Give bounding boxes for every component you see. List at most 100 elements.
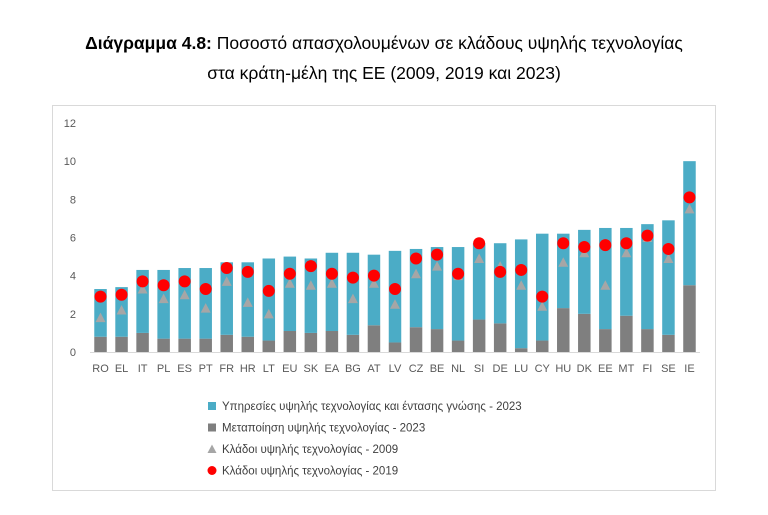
x-tick-label: RO <box>92 363 109 375</box>
bar-services-2023 <box>599 227 612 330</box>
marker-2009 <box>537 301 548 311</box>
marker-2019 <box>115 288 128 301</box>
chart-title-text: Ποσοστό απασχολουμένων σε κλάδους υψηλής… <box>216 33 683 53</box>
marker-2019 <box>683 191 696 204</box>
marker-2019 <box>283 267 296 280</box>
bar-manufacturing-2023 <box>578 313 591 352</box>
bar-services-2023 <box>620 227 633 316</box>
marker-2009 <box>137 284 148 294</box>
marker-2019 <box>578 241 591 254</box>
x-tick-label: FI <box>643 363 653 375</box>
x-tick-label: SK <box>304 363 319 375</box>
bar-services-2023 <box>683 161 696 286</box>
bar-services-2023 <box>304 258 318 333</box>
x-tick-label: PT <box>199 363 213 375</box>
x-tick-label: AT <box>367 363 381 375</box>
marker-2019 <box>620 237 633 250</box>
marker-2009 <box>432 261 443 271</box>
bar-manufacturing-2023 <box>493 323 507 352</box>
y-tick-label: 10 <box>64 156 76 168</box>
marker-2009 <box>242 297 253 307</box>
x-tick-label: SE <box>661 363 676 375</box>
bar-manufacturing-2023 <box>662 334 675 352</box>
x-tick-label: EL <box>115 363 128 375</box>
marker-2019 <box>452 267 465 280</box>
marker-2019 <box>199 283 212 296</box>
bar-services-2023 <box>262 258 276 341</box>
y-tick-label: 4 <box>70 271 76 283</box>
marker-2009 <box>558 257 569 267</box>
marker-2009 <box>263 308 274 319</box>
x-tick-label: MT <box>618 363 634 375</box>
x-tick-label: DE <box>493 363 508 375</box>
bar-services-2023 <box>388 250 402 343</box>
bar-manufacturing-2023 <box>346 334 360 352</box>
marker-2009 <box>411 268 422 279</box>
marker-2019 <box>262 284 275 297</box>
marker-2019 <box>515 263 528 276</box>
marker-2019 <box>325 267 338 280</box>
bar-manufacturing-2023 <box>115 336 128 352</box>
chart-frame <box>52 105 716 491</box>
x-tick-label: EA <box>325 363 340 375</box>
marker-2019 <box>157 279 170 292</box>
x-tick-label: HR <box>240 363 256 375</box>
y-tick-label: 0 <box>70 347 76 359</box>
marker-2019 <box>367 269 380 282</box>
bar-services-2023 <box>557 233 570 309</box>
x-tick-label: EU <box>282 363 297 375</box>
legend-label: Κλάδοι υψηλής τεχνολογίας - 2019 <box>222 466 398 478</box>
marker-2019 <box>641 229 654 242</box>
marker-2009 <box>368 278 379 288</box>
marker-2009 <box>326 278 337 288</box>
x-tick-label: DK <box>577 363 593 375</box>
x-tick-label: HU <box>555 363 571 375</box>
marker-2009 <box>200 303 211 313</box>
bar-manufacturing-2023 <box>220 334 233 352</box>
marker-2009 <box>179 289 190 300</box>
x-tick-label: SI <box>474 363 484 375</box>
marker-2019 <box>410 252 423 265</box>
marker-2009 <box>516 280 527 290</box>
bar-manufacturing-2023 <box>557 308 570 352</box>
bar-manufacturing-2023 <box>199 338 212 352</box>
marker-2019 <box>599 239 612 252</box>
bar-services-2023 <box>409 248 423 328</box>
legend-swatch-manufacturing <box>208 423 216 432</box>
bar-services-2023 <box>283 256 297 332</box>
bar-manufacturing-2023 <box>283 331 297 352</box>
bar-manufacturing-2023 <box>599 329 612 352</box>
marker-2009 <box>95 312 106 323</box>
marker-2009 <box>390 299 400 309</box>
legend-swatch-2009 <box>207 444 217 453</box>
marker-2019 <box>389 283 401 296</box>
bar-services-2023 <box>641 224 654 330</box>
x-tick-label: BG <box>345 363 361 375</box>
marker-2019 <box>536 290 549 303</box>
x-tick-label: CZ <box>409 363 424 375</box>
marker-2009 <box>116 305 127 315</box>
x-tick-label: ES <box>177 363 192 375</box>
y-tick-label: 8 <box>70 194 76 206</box>
marker-2019 <box>494 265 507 278</box>
bar-manufacturing-2023 <box>367 325 381 352</box>
bar-manufacturing-2023 <box>620 315 633 352</box>
marker-2019 <box>346 271 359 284</box>
legend-label: Μεταποίηση υψηλής τεχνολογίας - 2023 <box>222 423 425 435</box>
marker-2009 <box>158 293 169 304</box>
bar-services-2023 <box>367 254 381 326</box>
marker-2009 <box>663 253 674 263</box>
marker-2019 <box>178 275 191 288</box>
legend-label: Κλάδοι υψηλής τεχνολογίας - 2009 <box>222 444 398 456</box>
bar-services-2023 <box>451 247 465 341</box>
marker-2019 <box>662 242 675 255</box>
x-tick-label: IE <box>684 363 694 375</box>
legend-label: Υπηρεσίες υψηλής τεχνολογίας και έντασης… <box>222 401 522 413</box>
marker-2019 <box>241 265 254 278</box>
bar-manufacturing-2023 <box>388 342 402 352</box>
marker-2009 <box>684 203 695 214</box>
x-tick-label: IT <box>138 363 148 375</box>
x-tick-label: LT <box>263 363 275 375</box>
marker-2019 <box>136 275 149 288</box>
